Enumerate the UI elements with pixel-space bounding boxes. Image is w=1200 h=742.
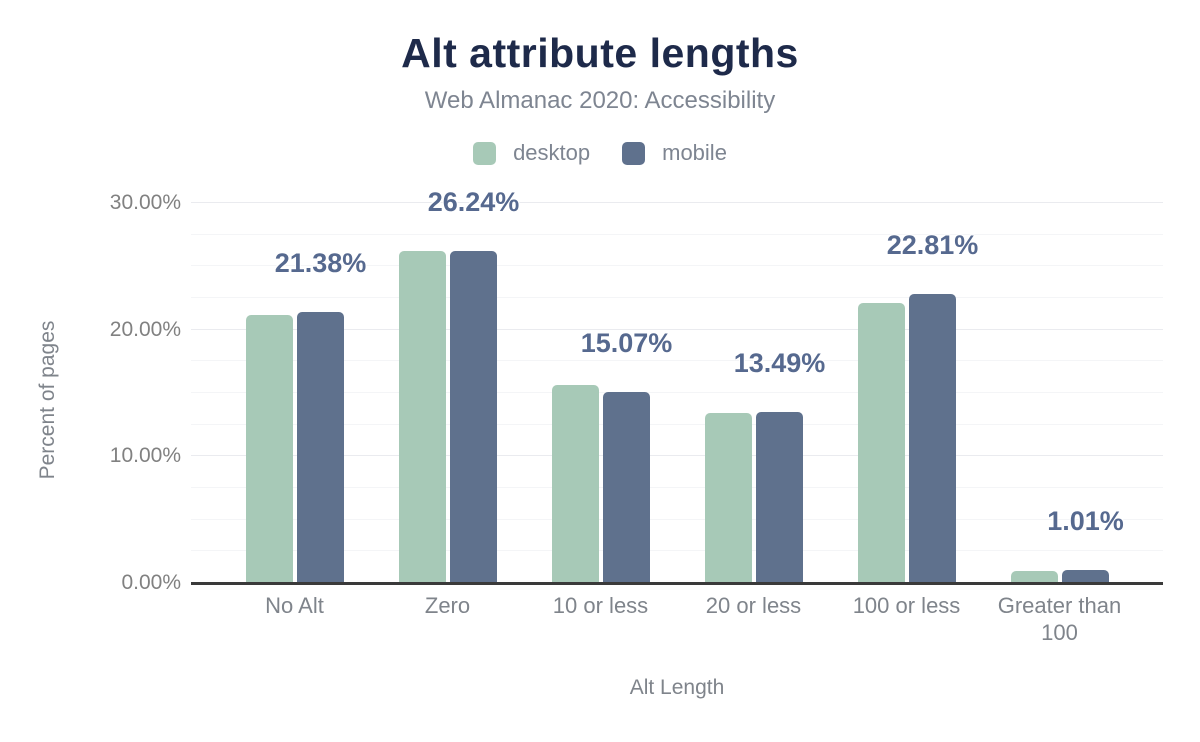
mobile-bar[interactable] <box>755 412 803 583</box>
bar-group: 22.81% <box>830 203 983 583</box>
x-axis-line <box>191 582 1163 585</box>
gridline-minor <box>191 550 1163 552</box>
mobile-bar[interactable] <box>908 294 956 583</box>
gridline-major <box>191 455 1163 457</box>
gridline-minor <box>191 233 1163 235</box>
gridline-minor <box>191 360 1163 362</box>
data-label: 26.24% <box>427 186 520 217</box>
bar-group: 1.01% <box>983 203 1136 583</box>
bar-pair <box>551 385 650 583</box>
gridline-major <box>191 202 1163 203</box>
legend-item-desktop[interactable]: desktop <box>473 140 590 166</box>
legend-label-mobile: mobile <box>662 140 727 165</box>
x-tick-label: 20 or less <box>705 593 802 618</box>
data-label: 21.38% <box>274 248 367 279</box>
data-label: 1.01% <box>1047 506 1124 537</box>
y-tick-label: 20.00% <box>109 317 181 341</box>
bar-group: 21.38% <box>218 203 371 583</box>
bar-pair <box>1010 570 1109 583</box>
y-axis-ticks: 0.00% 10.00% 20.00% 30.00% <box>0 191 181 594</box>
mobile-bar[interactable] <box>296 312 344 583</box>
legend: desktop mobile <box>0 140 1200 166</box>
bar-pair <box>704 412 803 583</box>
desktop-bar[interactable] <box>857 303 905 583</box>
gridline-minor <box>191 265 1163 267</box>
desktop-bar[interactable] <box>245 315 293 583</box>
bar-pair <box>857 294 956 583</box>
plot-area: 21.38% 26.24% 15.07% 13.49% 22.81% 1.01% <box>191 187 1163 585</box>
desktop-bar[interactable] <box>398 251 446 583</box>
gridline-minor <box>191 518 1163 520</box>
desktop-bar[interactable] <box>704 413 752 583</box>
bar-group: 26.24% <box>371 187 524 583</box>
x-axis-title: Alt Length <box>629 676 725 699</box>
legend-label-desktop: desktop <box>513 140 591 165</box>
x-tick-label: 10 or less <box>552 593 649 618</box>
x-tick-label: No Alt <box>265 593 324 618</box>
gridline-minor <box>191 423 1163 425</box>
bar-group: 15.07% <box>524 203 677 583</box>
legend-item-mobile[interactable]: mobile <box>622 140 727 166</box>
mobile-bar[interactable] <box>449 250 497 583</box>
bar-pair <box>245 312 344 583</box>
gridline-major <box>191 328 1163 330</box>
desktop-bar[interactable] <box>551 385 599 583</box>
x-tick-label: Zero <box>424 593 471 618</box>
y-tick-label: 10.00% <box>109 444 181 468</box>
gridline-minor <box>191 392 1163 393</box>
gridline-minor <box>191 487 1163 488</box>
x-tick-label: 100 or less <box>852 593 961 618</box>
chart-subtitle: Web Almanac 2020: Accessibility <box>424 87 776 114</box>
desktop-bar[interactable] <box>1010 571 1058 583</box>
mobile-bar[interactable] <box>602 392 650 583</box>
data-label: 13.49% <box>733 348 826 379</box>
bar-pair <box>398 250 497 583</box>
x-tick-label: Greater than 100 <box>997 593 1122 645</box>
x-axis-labels: No Alt Zero 10 or less 20 or less 100 or les… <box>191 592 1163 646</box>
mobile-swatch-icon <box>622 141 646 165</box>
bars-row: 21.38% 26.24% 15.07% 13.49% 22.81% 1.01% <box>191 187 1163 583</box>
desktop-swatch-icon <box>473 141 497 165</box>
gridline-minor <box>191 297 1163 298</box>
y-tick-label: 30.00% <box>109 191 181 214</box>
chart-title: Alt attribute lengths <box>401 30 799 76</box>
bar-group: 13.49% <box>677 203 830 583</box>
mobile-bar[interactable] <box>1061 570 1109 583</box>
y-tick-label: 0.00% <box>121 571 181 594</box>
data-label: 22.81% <box>886 230 979 261</box>
data-label: 15.07% <box>580 328 673 359</box>
